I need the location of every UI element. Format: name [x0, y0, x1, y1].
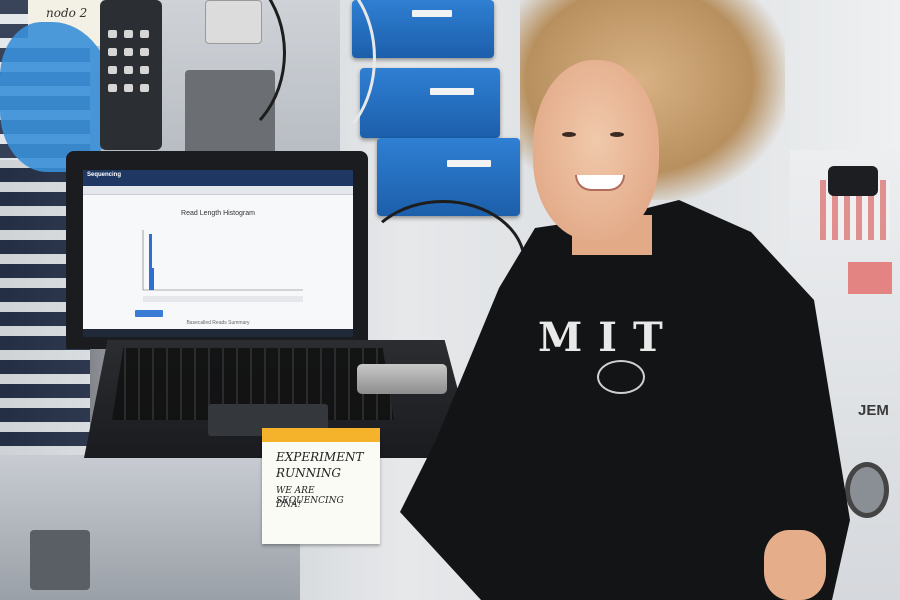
experiment-sticky-note: EXPERIMENT RUNNING WE ARE SEQUENCING DNA… [262, 428, 380, 544]
app-title: Sequencing [87, 172, 122, 178]
red-label [848, 262, 892, 294]
sequencer-device [357, 364, 447, 394]
note-line-1: EXPERIMENT [276, 450, 364, 464]
left-eye [562, 132, 576, 137]
shirt-logo-text: MIT [538, 314, 679, 361]
histogram-range-band [143, 296, 303, 302]
shelf-equipment [30, 530, 90, 590]
app-title-bar: Sequencing [83, 170, 353, 186]
histogram-bar [149, 234, 152, 290]
screen-footer: Basecalled Reads Summary [186, 320, 250, 326]
screen-button [135, 310, 163, 317]
cable [250, 0, 376, 146]
note-line-3: WE ARE SEQUENCING [276, 486, 344, 506]
note-tape [262, 428, 380, 442]
jem-label: JEM [858, 402, 889, 419]
histogram-bar [152, 268, 154, 290]
hand [764, 530, 826, 600]
laptop-screen: Sequencing Read Length Histogram Basecal… [83, 170, 353, 337]
blue-gloves [0, 22, 115, 172]
blue-module-2 [360, 68, 500, 138]
note-line-2: RUNNING [276, 466, 341, 480]
chart-title: Read Length Histogram [181, 210, 255, 217]
shirt-seal [597, 360, 645, 394]
camera-mount [828, 166, 878, 196]
top-left-sticky-text: nodo 2 [46, 6, 88, 20]
taskbar [83, 329, 353, 337]
app-tabs [83, 186, 353, 195]
note-line-4: DNA! [276, 500, 302, 510]
round-fitting [845, 462, 889, 518]
histogram [142, 230, 303, 302]
right-eye [610, 132, 624, 137]
face [533, 60, 659, 240]
